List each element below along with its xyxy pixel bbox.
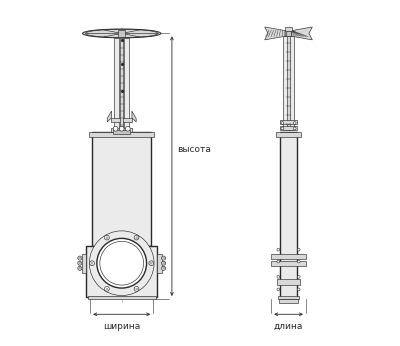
Circle shape — [134, 235, 139, 240]
Circle shape — [277, 275, 280, 278]
Circle shape — [78, 266, 82, 270]
Circle shape — [89, 231, 154, 295]
Bar — [114, 38, 119, 129]
Bar — [86, 246, 158, 297]
Bar — [276, 132, 301, 137]
Circle shape — [90, 261, 94, 266]
Polygon shape — [291, 27, 312, 40]
Bar — [89, 132, 154, 137]
Polygon shape — [132, 111, 136, 122]
Circle shape — [281, 121, 284, 124]
Circle shape — [78, 256, 82, 260]
Bar — [92, 132, 152, 246]
Circle shape — [78, 261, 82, 265]
Circle shape — [277, 248, 280, 251]
Bar — [280, 132, 297, 299]
Circle shape — [104, 286, 109, 291]
Circle shape — [277, 260, 280, 263]
Ellipse shape — [82, 29, 161, 38]
Bar — [120, 38, 123, 132]
Circle shape — [162, 261, 166, 265]
Bar — [285, 27, 292, 31]
Text: высота: высота — [177, 145, 211, 154]
Circle shape — [104, 235, 109, 240]
Circle shape — [297, 288, 300, 291]
Bar — [277, 279, 300, 285]
Bar — [286, 31, 291, 36]
Bar — [112, 118, 132, 122]
Bar — [280, 126, 297, 130]
Circle shape — [162, 256, 166, 260]
Circle shape — [281, 127, 284, 130]
Bar — [124, 38, 129, 129]
Bar — [82, 254, 86, 273]
Circle shape — [149, 261, 154, 266]
Circle shape — [162, 266, 166, 270]
Polygon shape — [265, 27, 286, 40]
Bar — [278, 295, 300, 299]
Text: ширина: ширина — [103, 322, 140, 331]
Bar — [287, 36, 290, 130]
Bar — [158, 254, 162, 273]
Circle shape — [297, 275, 300, 278]
Bar — [271, 254, 306, 259]
Bar — [112, 128, 132, 132]
Circle shape — [293, 121, 296, 124]
Circle shape — [297, 260, 300, 263]
Circle shape — [297, 248, 300, 251]
Circle shape — [113, 126, 118, 131]
Bar — [271, 261, 306, 266]
Circle shape — [134, 286, 139, 291]
Bar — [280, 120, 297, 124]
Circle shape — [126, 126, 130, 131]
Bar — [283, 36, 294, 130]
Circle shape — [119, 126, 124, 131]
Bar — [113, 130, 130, 134]
Circle shape — [293, 127, 296, 130]
Bar — [88, 296, 156, 299]
Polygon shape — [107, 111, 112, 122]
Bar — [118, 30, 126, 37]
Circle shape — [277, 288, 280, 291]
Circle shape — [97, 238, 146, 288]
Bar — [279, 299, 298, 303]
Text: длина: длина — [274, 322, 303, 331]
